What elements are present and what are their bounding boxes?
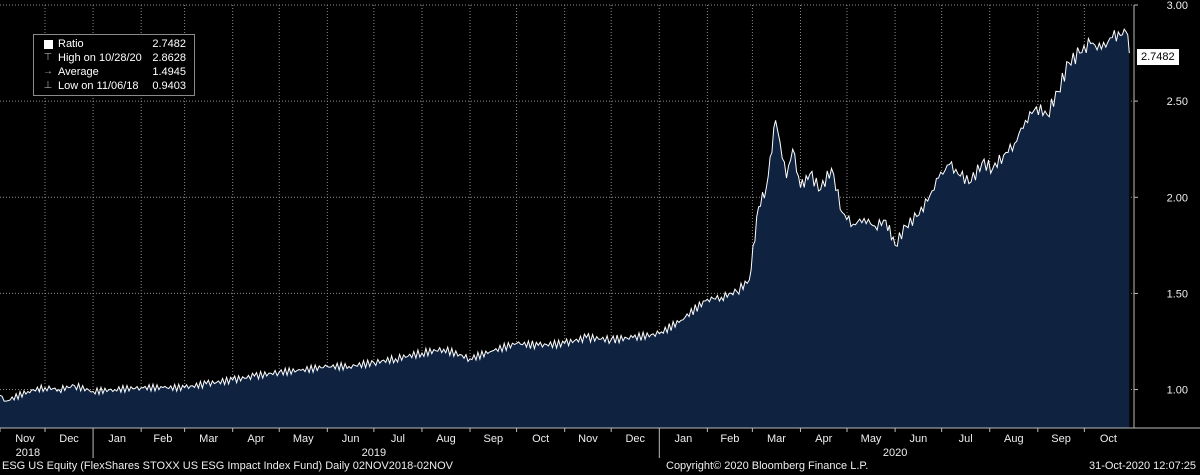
x-tick-label: Feb	[153, 433, 172, 445]
y-tick-label: 2.00	[1167, 192, 1188, 204]
legend-value: 1.4945	[152, 66, 186, 78]
y-tick-label: 1.00	[1167, 385, 1188, 397]
square-icon	[42, 38, 54, 50]
x-tick-label: Oct	[1100, 433, 1117, 445]
x-tick-label: Jun	[909, 433, 927, 445]
y-tick-label: 2.50	[1167, 96, 1188, 108]
high-marker-icon: ⊤	[43, 52, 53, 63]
low-marker-icon: ⊥	[43, 80, 53, 91]
axis-layer: Nov Dec Jan Feb Mar Apr May Jun Jul Aug Sep Oct Nov D…	[0, 0, 1200, 459]
x-tick-label: Jul	[391, 433, 405, 445]
x-tick-label: Aug	[1004, 433, 1024, 445]
ratio-area-fill	[0, 29, 1130, 428]
legend-row-low: ⊥ Low on 11/06/18 0.9403	[34, 79, 194, 93]
legend-row-average: → Average 1.4945	[34, 65, 194, 79]
x-tick-label: Apr	[815, 433, 832, 445]
x-tick-label: Dec	[59, 433, 79, 445]
chart-legend: Ratio 2.7482 ⊤ High on 10/28/20 2.8628 →…	[33, 34, 195, 96]
legend-label: High on 10/28/20	[58, 52, 142, 64]
timestamp: 31-Oct-2020 12:07:25	[1088, 460, 1196, 472]
x-tick-label: Nov	[15, 433, 35, 445]
x-tick-label: Dec	[625, 433, 645, 445]
legend-row-high: ⊤ High on 10/28/20 2.8628	[34, 51, 194, 65]
x-tick-label: Apr	[247, 433, 264, 445]
legend-label: Average	[58, 66, 99, 78]
year-label: 2020	[883, 447, 907, 459]
x-tick-label: Jan	[674, 433, 692, 445]
x-tick-label: Mar	[767, 433, 786, 445]
security-description: ESG US Equity (FlexShares STOXX US ESG I…	[2, 460, 453, 472]
legend-row-ratio: Ratio 2.7482	[34, 37, 194, 51]
y-tick-label: 1.50	[1167, 288, 1188, 300]
area-layer	[0, 28, 1130, 428]
average-marker-icon: →	[43, 66, 53, 77]
x-tick-label: Jul	[959, 433, 973, 445]
copyright-text: Copyright© 2020 Bloomberg Finance L.P.	[666, 460, 869, 472]
year-label: 2019	[362, 447, 386, 459]
legend-value: 2.8628	[152, 52, 186, 64]
x-tick-label: Jun	[342, 433, 360, 445]
x-tick-label: Sep	[484, 433, 504, 445]
footer-bar: ESG US Equity (FlexShares STOXX US ESG I…	[0, 458, 1200, 475]
x-tick-label: Sep	[1051, 433, 1071, 445]
x-tick-label: Oct	[532, 433, 549, 445]
last-value-label: 2.7482	[1137, 49, 1179, 65]
legend-value: 2.7482	[152, 38, 186, 50]
ratio-series-line	[0, 28, 1130, 402]
x-tick-label: Mar	[199, 433, 218, 445]
x-tick-label: Aug	[436, 433, 456, 445]
y-tick-label: 3.00	[1167, 0, 1188, 12]
x-tick-label: May	[293, 433, 314, 445]
x-tick-label: Nov	[578, 433, 598, 445]
x-tick-label: Jan	[108, 433, 126, 445]
x-tick-label: May	[861, 433, 882, 445]
year-label: 2018	[16, 447, 40, 459]
legend-value: 0.9403	[152, 80, 186, 92]
legend-label: Low on 11/06/18	[58, 80, 139, 92]
legend-label: Ratio	[58, 38, 84, 50]
x-tick-label: Feb	[720, 433, 739, 445]
